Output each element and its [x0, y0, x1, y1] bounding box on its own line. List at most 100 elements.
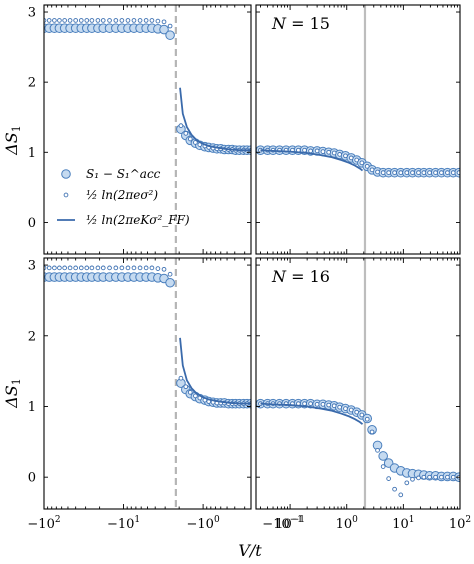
y-tick-label: 2	[28, 76, 36, 91]
gaussian-point	[143, 18, 149, 23]
gaussian-point	[73, 265, 79, 271]
entropy-point	[378, 451, 388, 461]
x-tick-label: 102	[449, 515, 471, 532]
gaussian-point	[155, 18, 161, 24]
gaussian-point	[143, 265, 149, 271]
gaussian-point	[161, 19, 167, 25]
x-tick-label: 101	[392, 515, 414, 532]
gaussian-point	[445, 170, 450, 175]
gaussian-point	[450, 170, 456, 175]
gaussian-point	[445, 474, 450, 480]
gaussian-point	[416, 170, 421, 175]
entropy-point	[165, 30, 175, 40]
plot-area	[256, 5, 460, 254]
gaussian-point	[392, 486, 397, 492]
gaussian-point	[331, 150, 337, 156]
gaussian-point	[364, 416, 370, 422]
gaussian-point	[137, 265, 143, 271]
gaussian-point	[67, 265, 73, 271]
gaussian-point	[337, 152, 343, 157]
y-tick-label: 2	[28, 329, 36, 344]
y-tick-label: 3	[28, 6, 36, 21]
panel-top-right: N = 15	[255, 4, 461, 255]
gaussian-point	[354, 157, 360, 163]
gaussian-point	[314, 148, 320, 154]
gaussian-point	[137, 18, 143, 23]
gaussian-point	[326, 149, 332, 155]
legend-label: S₁ − S₁^acc	[86, 167, 161, 181]
legend-label: ½ ln(2πeKσ²_FF)	[86, 213, 190, 227]
gaussian-point	[187, 389, 193, 395]
panel-bottom-right: 10−1 100 101 102 N = 16	[255, 257, 471, 532]
gaussian-point	[386, 170, 392, 175]
gaussian-point	[46, 265, 52, 271]
legend: S₁ − S₁^acc ½ ln(2πeσ²) ½ ln(2πeKσ²_FF)	[57, 167, 190, 227]
plot-area	[44, 258, 251, 509]
panel-bottom-left: 0 1 2 3 −102 −101 −100 −10−1	[27, 257, 303, 532]
gaussian-point	[320, 402, 326, 407]
gaussian-point	[183, 131, 189, 136]
gaussian-point	[78, 265, 84, 271]
gaussian-point	[410, 476, 415, 482]
gaussian-point	[149, 18, 155, 23]
plot-area	[44, 5, 251, 254]
system-size-label: N = 15	[271, 14, 330, 33]
gaussian-point	[398, 170, 404, 175]
gaussian-point	[302, 147, 307, 153]
x-axis-label: V/t	[238, 541, 262, 560]
gaussian-point	[46, 18, 52, 23]
system-size-label: N = 16	[271, 267, 330, 286]
gaussian-point	[178, 375, 184, 381]
gaussian-point	[100, 265, 106, 271]
gaussian-point	[107, 265, 112, 271]
gaussian-point	[404, 170, 410, 175]
gaussian-point	[57, 18, 62, 23]
gaussian-point	[386, 476, 392, 481]
gaussian-point	[107, 18, 112, 23]
panel-frame	[255, 4, 461, 255]
gaussian-point	[369, 167, 375, 173]
gaussian-point	[375, 447, 380, 453]
gaussian-point	[73, 18, 79, 23]
gaussian-point	[89, 265, 95, 271]
gaussian-point	[100, 18, 106, 23]
gaussian-point	[380, 170, 386, 175]
x-tick-label: −101	[107, 515, 140, 532]
gaussian-point	[57, 265, 62, 271]
gaussian-point	[320, 149, 326, 154]
gaussian-point	[421, 474, 427, 480]
fit-line	[260, 402, 364, 425]
entropy-point	[165, 277, 175, 288]
gaussian-point	[392, 170, 397, 175]
gaussian-point	[331, 403, 337, 409]
gaussian-point	[131, 18, 137, 23]
gaussian-point	[416, 475, 421, 481]
y-tick-label: 3	[28, 259, 36, 274]
panel-top-left: 0 1 2 3 S₁ − S₁^acc ½ ln(2πeσ²) ½ ln(2πeKσ²_FF…	[28, 4, 252, 255]
gaussian-point	[119, 18, 125, 23]
gaussian-point	[326, 402, 332, 408]
legend-marker-gaussian	[63, 192, 69, 198]
gaussian-point	[375, 169, 380, 175]
gaussian-point	[450, 474, 456, 480]
gaussian-point	[433, 474, 438, 480]
gaussian-point	[161, 266, 167, 272]
gaussian-point	[125, 18, 131, 23]
y-axis-label-bottom: ΔS1	[2, 378, 23, 409]
y-tick-label: 1	[28, 146, 36, 161]
gaussian-point	[89, 18, 95, 23]
gaussian-point	[131, 265, 137, 271]
gaussian-point	[308, 401, 313, 406]
gaussian-point	[348, 155, 354, 161]
plot-area	[256, 258, 460, 509]
gaussian-point	[178, 123, 184, 128]
y-tick-label: 0	[28, 216, 36, 231]
fit-line	[179, 337, 251, 405]
gaussian-point	[149, 265, 155, 271]
gaussian-point	[439, 474, 444, 480]
gaussian-point	[125, 265, 131, 271]
gaussian-point	[193, 140, 198, 145]
x-tick-label: −102	[27, 515, 60, 532]
entropy-point	[159, 24, 169, 35]
